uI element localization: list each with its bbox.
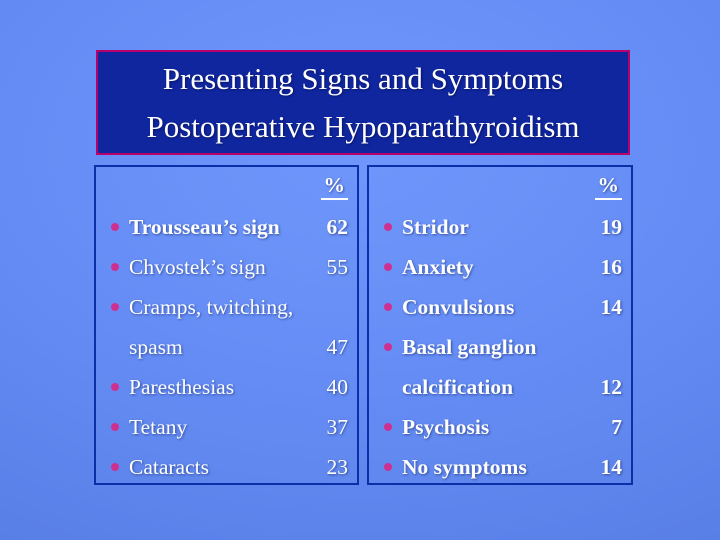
item-value: 19 xyxy=(600,214,623,239)
bullet-icon xyxy=(384,463,392,471)
slide-title-box: Presenting Signs and Symptoms Postoperat… xyxy=(96,50,630,155)
item-value: 14 xyxy=(600,294,623,319)
item-value: 37 xyxy=(326,414,349,439)
list-item: No symptoms 14 xyxy=(369,447,631,487)
item-value: 40 xyxy=(326,374,349,399)
item-label: Paresthesias xyxy=(129,374,235,399)
bullet-icon xyxy=(111,303,119,311)
list-item-continuation: spasm 47 xyxy=(96,327,357,367)
item-label: Trousseau’s sign xyxy=(129,214,280,239)
bullet-icon xyxy=(111,263,119,271)
bullet-icon xyxy=(111,463,119,471)
list-item: Convulsions 14 xyxy=(369,287,631,327)
item-label: No symptoms xyxy=(402,454,527,479)
signs-panel-left: % Trousseau’s sign 62 Chvostek’s sign 55 Cram… xyxy=(94,165,359,485)
bullet-icon xyxy=(384,263,392,271)
list-item: Paresthesias 40 xyxy=(96,367,357,407)
list-item: Cataracts 23 xyxy=(96,447,357,487)
item-value: 16 xyxy=(600,254,623,279)
list-item: Cramps, twitching, xyxy=(96,287,357,327)
bullet-icon xyxy=(384,303,392,311)
title-line-1: Presenting Signs and Symptoms xyxy=(162,60,564,96)
bullet-icon xyxy=(111,423,119,431)
item-label: Psychosis xyxy=(402,414,490,439)
percent-header: % xyxy=(320,174,348,200)
list-item-continuation: calcification 12 xyxy=(369,367,631,407)
bullet-icon xyxy=(384,223,392,231)
item-value: 23 xyxy=(326,454,349,479)
item-value: 47 xyxy=(326,334,349,359)
item-label: Cramps, twitching, xyxy=(129,294,294,319)
item-value: 12 xyxy=(600,374,623,399)
item-label: Anxiety xyxy=(402,254,474,279)
list-item: Psychosis 7 xyxy=(369,407,631,447)
list-item: Anxiety 16 xyxy=(369,247,631,287)
bullet-icon xyxy=(111,383,119,391)
percent-header-row: % xyxy=(96,167,357,207)
item-value: 55 xyxy=(326,254,349,279)
item-label: Stridor xyxy=(402,214,469,239)
item-label: Convulsions xyxy=(402,294,515,319)
item-label: Tetany xyxy=(129,414,188,439)
list-item: Tetany 37 xyxy=(96,407,357,447)
item-value: 14 xyxy=(600,454,623,479)
list-item: Chvostek’s sign 55 xyxy=(96,247,357,287)
item-label: Basal ganglion xyxy=(402,334,537,359)
percent-header-row: % xyxy=(369,167,631,207)
symptoms-panel-right: % Stridor 19 Anxiety 16 Convulsions 14 Basal ga… xyxy=(367,165,633,485)
list-item: Trousseau’s sign 62 xyxy=(96,207,357,247)
bullet-icon xyxy=(384,423,392,431)
bullet-icon xyxy=(384,343,392,351)
item-value: 62 xyxy=(326,214,349,239)
title-line-2: Postoperative Hypoparathyroidism xyxy=(146,108,580,144)
item-label-line2: calcification xyxy=(402,374,514,399)
list-item: Basal ganglion xyxy=(369,327,631,367)
item-label: Cataracts xyxy=(129,454,209,479)
bullet-icon xyxy=(111,223,119,231)
item-label-line2: spasm xyxy=(129,334,183,359)
item-value: 7 xyxy=(611,414,622,439)
list-item: Stridor 19 xyxy=(369,207,631,247)
item-label: Chvostek’s sign xyxy=(129,254,266,279)
percent-header: % xyxy=(594,174,622,200)
